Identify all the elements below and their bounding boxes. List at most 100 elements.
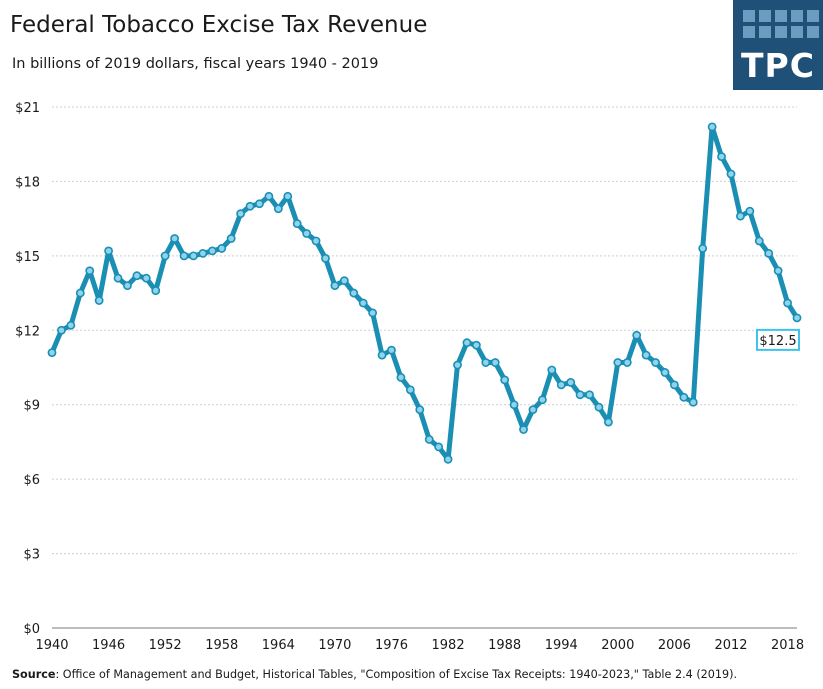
data-point [519,425,528,434]
data-point [245,201,255,211]
chart-subtitle: In billions of 2019 dollars, fiscal year… [12,56,379,72]
data-point [453,360,462,370]
data-point [603,417,613,427]
data-point [57,325,66,335]
data-point [641,350,651,360]
y-tick-label: $18 [15,175,40,190]
x-tick-label: 1988 [488,638,521,653]
data-point [358,298,368,308]
logo-square [791,26,803,38]
data-point [292,219,302,229]
data-point [434,442,444,452]
data-point [613,358,623,367]
y-tick-label: $12 [15,324,40,339]
data-point [123,281,132,291]
data-point [405,385,415,395]
data-point [368,308,378,318]
data-point [509,400,519,410]
data-point [104,246,113,256]
data-point [707,122,717,132]
data-point [556,380,566,390]
data-point [566,377,576,387]
data-point [547,365,557,375]
x-tick-label: 1946 [92,638,125,653]
data-point [179,251,189,261]
x-tick-label: 1994 [545,638,578,653]
y-tick-label: $0 [23,622,40,637]
data-point [75,288,85,298]
data-point [660,368,670,377]
source-note: Source: Office of Management and Budget,… [12,668,737,681]
x-tick-label: 1952 [149,638,182,653]
data-point [500,375,510,385]
y-tick-label: $21 [15,101,40,116]
logo-square [775,10,787,22]
data-point [528,405,538,415]
data-point [141,273,151,283]
source-label: Source [12,668,56,681]
logo-square [775,26,787,38]
data-point [490,358,500,367]
data-point [773,266,783,276]
data-point [170,234,179,243]
data-point [424,435,434,444]
data-point [207,246,217,256]
data-point [622,358,632,367]
data-point [481,358,491,367]
data-point [745,206,755,216]
data-point [717,152,726,162]
logo-square [807,26,819,38]
data-point [330,281,340,291]
y-tick-label: $6 [23,473,40,488]
data-point [651,358,660,367]
y-tick-label: $3 [23,548,40,563]
tpc-logo-text: TPC [741,46,815,85]
data-point [113,273,123,283]
logo-square [759,26,771,38]
data-point [339,276,349,286]
x-tick-label: 1976 [375,638,408,653]
data-point [792,313,802,323]
x-tick-label: 1964 [262,638,295,653]
x-tick-label: 1982 [432,638,465,653]
data-point [94,296,104,305]
data-point [443,454,453,464]
data-point [198,248,208,258]
series-line [49,124,800,462]
data-point [283,191,293,201]
y-tick-label: $15 [15,250,40,265]
data-point [670,380,679,390]
data-point [679,392,689,402]
data-point [471,340,481,350]
data-point [726,169,736,179]
data-point [311,236,321,246]
x-tick-label: 1958 [205,638,238,653]
logo-square [743,26,755,38]
data-point [189,251,198,261]
data-point [537,395,547,405]
x-tick-label: 2006 [658,638,691,653]
value-callout-box [756,328,800,351]
data-point [151,286,161,295]
data-point [585,390,594,400]
source-text: : Office of Management and Budget, Histo… [55,668,738,681]
logo-square [743,10,755,22]
logo-square [791,10,803,22]
data-point [160,251,170,261]
data-point [396,373,406,382]
data-point [47,348,57,358]
data-point [217,244,227,253]
y-tick-label: $9 [23,399,40,414]
data-point [764,248,774,258]
logo-square [759,10,771,22]
data-point [462,338,472,348]
data-point [688,397,698,407]
data-point [273,204,283,214]
data-point [132,271,142,281]
data-point [575,390,585,400]
data-point [302,229,312,238]
data-point [387,345,396,355]
data-point [594,402,604,412]
logo-square [807,10,819,22]
data-point [736,211,745,221]
